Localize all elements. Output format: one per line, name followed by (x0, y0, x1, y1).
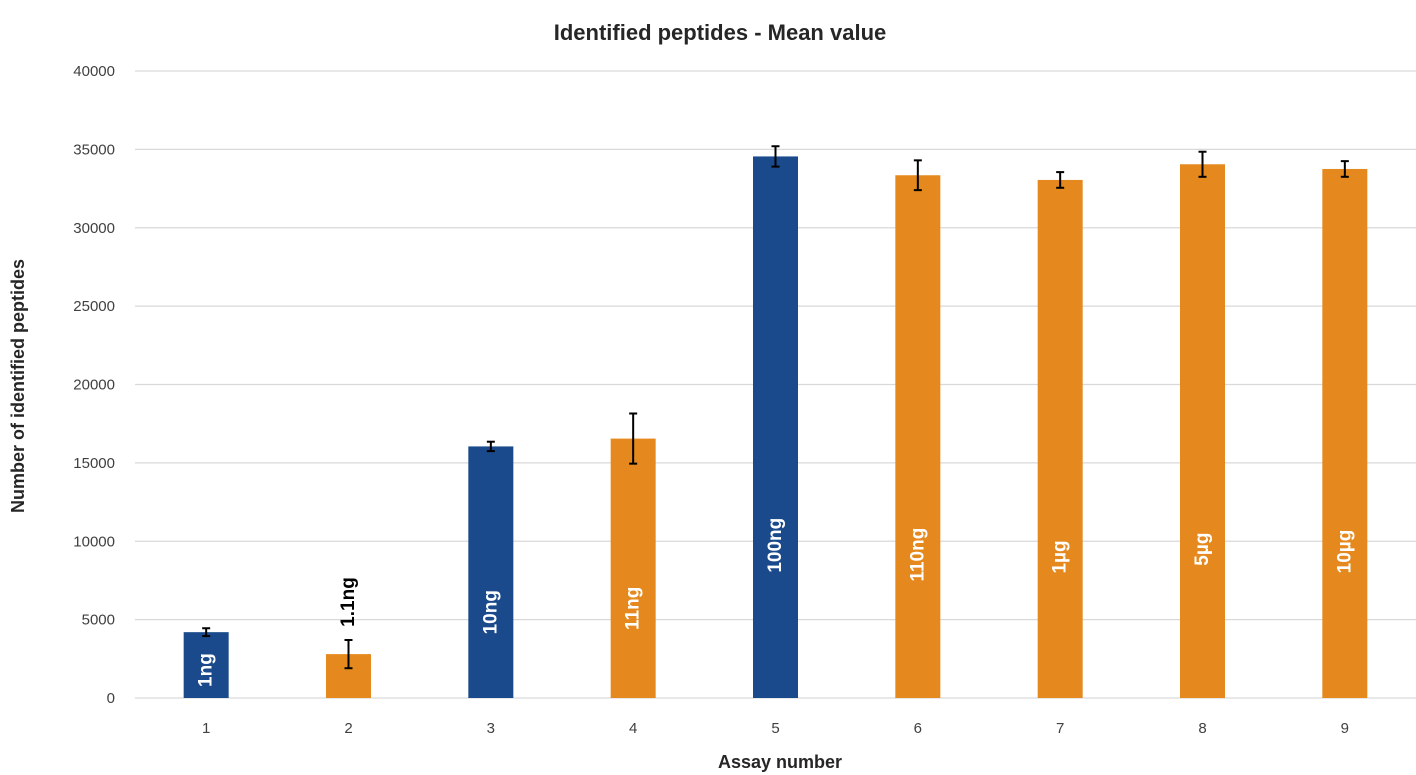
error-bar (1198, 150, 1207, 178)
error-bar (486, 440, 495, 453)
x-tick-label: 4 (629, 720, 637, 737)
bars (183, 156, 1368, 699)
bar (468, 446, 514, 698)
bar-data-label: 100ng (765, 518, 786, 573)
y-axis-title: Number of identified peptides (8, 259, 28, 513)
error-bar (1340, 160, 1349, 178)
y-tick-label: 10000 (73, 533, 115, 550)
bar-data-label: 5µg (1192, 533, 1213, 566)
x-axis-title: Assay number (718, 752, 842, 772)
error-bar (344, 639, 353, 670)
x-tick-label: 2 (344, 720, 352, 737)
error-bar (202, 627, 211, 638)
y-tick-label: 35000 (73, 141, 115, 158)
y-axis-ticks: 0 5000 10000 15000 20000 25000 30000 35000 40000 (73, 63, 115, 707)
x-tick-label: 1 (202, 720, 210, 737)
bar-data-label: 1.1ng (338, 577, 359, 627)
x-axis-ticks: 1 2 3 4 5 6 7 8 9 (202, 720, 1349, 737)
bar-data-label: 11ng (623, 587, 644, 630)
x-tick-label: 9 (1341, 720, 1349, 737)
bar (1037, 179, 1083, 698)
x-tick-label: 5 (771, 720, 779, 737)
bar (1322, 168, 1368, 698)
y-tick-label: 40000 (73, 63, 115, 80)
error-bar (629, 412, 638, 465)
error-bar (771, 145, 780, 168)
bar-data-label: 10µg (1334, 530, 1355, 574)
y-tick-label: 15000 (73, 455, 115, 472)
bar (753, 156, 798, 698)
y-tick-label: 20000 (73, 377, 115, 394)
bar-data-label: 1µg (1050, 540, 1071, 573)
error-bar (913, 159, 922, 192)
bar-data-label: 1ng (196, 653, 217, 687)
x-tick-label: 8 (1198, 720, 1206, 737)
chart-title: Identified peptides - Mean value (554, 20, 887, 45)
bar (183, 632, 229, 698)
x-tick-label: 3 (487, 720, 495, 737)
y-tick-label: 30000 (73, 220, 115, 237)
bar-labels: 1ng 1.1ng 10ng 11ng 100ng 110ng 1µg 5µg 10µg (196, 518, 1356, 687)
error-bar (1056, 171, 1065, 189)
bar (895, 175, 941, 698)
x-tick-label: 7 (1056, 720, 1064, 737)
bar (1180, 164, 1225, 699)
x-tick-label: 6 (914, 720, 922, 737)
y-tick-label: 0 (107, 690, 115, 707)
error-bars (202, 145, 1349, 670)
bar-data-label: 110ng (907, 528, 928, 582)
bar (610, 438, 656, 698)
y-tick-label: 25000 (73, 298, 115, 315)
y-tick-label: 5000 (82, 612, 115, 629)
bar-data-label: 10ng (480, 590, 501, 634)
